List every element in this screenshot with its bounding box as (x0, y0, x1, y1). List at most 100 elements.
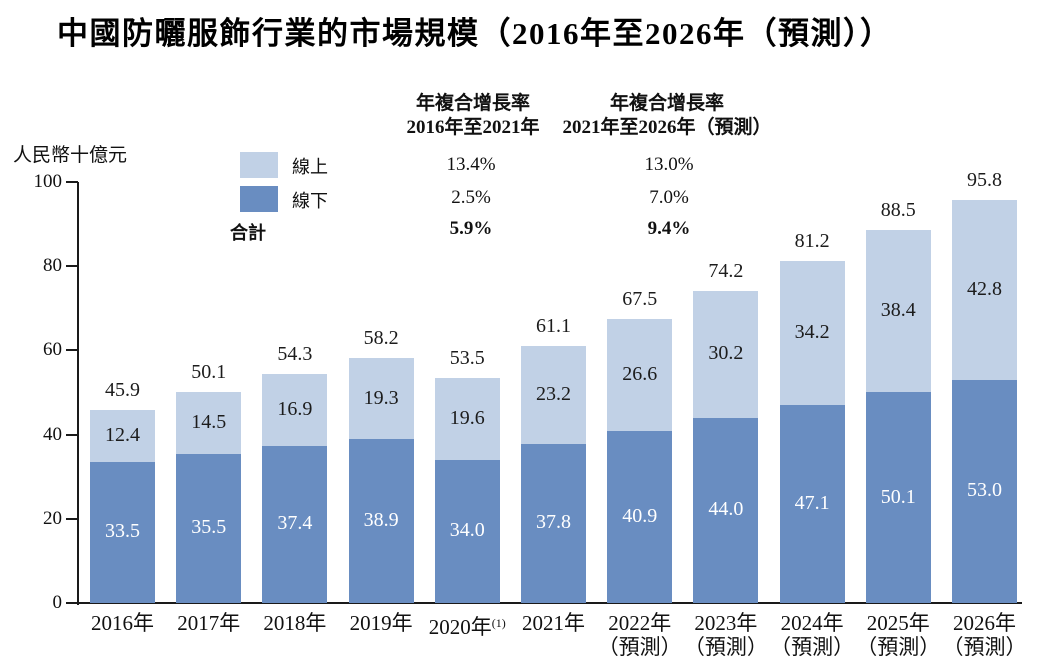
x-axis-label-2022-year: 2022年 (608, 611, 672, 635)
x-axis-label-2020: 2020年(1) (407, 611, 527, 639)
bar-2025-total-label: 88.5 (880, 199, 916, 222)
bar-2018-offline-label: 37.4 (277, 512, 313, 535)
bar-2021-offline-label: 37.8 (536, 511, 571, 534)
page-title: 中國防曬服飾行業的市場規模（2016年至2026年（預測）） (57, 16, 893, 51)
bar-2022-online-label: 26.6 (622, 362, 658, 385)
x-axis-label-2020-year: 2020年(1) (428, 615, 506, 639)
x-axis-label-2024-year: 2024年 (780, 611, 844, 635)
x-axis-label-2026: 2026年 （預測） (925, 611, 1043, 659)
bar-2026-offline-label: 53.0 (967, 479, 1002, 502)
y-axis-tick (66, 517, 78, 520)
x-axis-label-2024: 2024年 （預測） (752, 611, 872, 659)
cagr-header-2016-2021-line2: 2016年至2021年 (406, 117, 540, 138)
bar-2017-online-label: 14.5 (191, 410, 227, 433)
bar-2019-online-segment (348, 357, 414, 440)
cagr-online-2021-2026: 13.0% (644, 154, 694, 175)
bar-2024-online-label: 34.2 (794, 320, 830, 343)
bar-2016-offline-segment (90, 461, 155, 603)
bar-2019-offline-segment (348, 439, 414, 603)
legend-online-label: 線上 (292, 157, 328, 177)
x-axis-label-2025: 2025年 （預測） (838, 611, 958, 659)
x-axis-label-2026-forecast: （預測） (942, 635, 1027, 659)
cagr-offline-2016-2021: 2.5% (451, 187, 491, 208)
y-axis-line (77, 182, 79, 605)
x-axis-label-2021-year: 2021年 (522, 611, 585, 635)
bar-2016-offline-label: 33.5 (105, 520, 140, 543)
bar-2020-online-segment (434, 377, 500, 460)
bar-2022-total-label: 67.5 (622, 287, 658, 310)
bar-2025-offline-segment (865, 392, 931, 603)
bar-2022-offline-label: 40.9 (622, 504, 658, 527)
x-axis-label-2016: 2016年 (63, 611, 183, 635)
bar-2017-offline-label: 35.5 (191, 516, 227, 539)
bar-2026-online-label: 42.8 (967, 277, 1002, 300)
bar-2018-online-segment (262, 374, 328, 446)
y-axis-tick-label: 60 (43, 339, 62, 361)
x-axis-label-2016-year: 2016年 (91, 611, 154, 635)
bar-2016-online-label: 12.4 (105, 423, 140, 446)
y-axis-tick-label: 20 (43, 507, 62, 529)
cagr-header-2021-2026-line1: 年複合增長率 (609, 93, 725, 114)
bar-2024-offline-label: 47.1 (794, 491, 830, 514)
bar-2017-total-label: 50.1 (191, 361, 227, 384)
bar-2024-online-segment (779, 261, 845, 405)
x-axis-label-2017-year: 2017年 (177, 611, 241, 635)
bar-2016-online-segment (90, 409, 155, 462)
legend-online-swatch (240, 152, 278, 178)
bar-2025-offline-label: 50.1 (880, 485, 916, 508)
cagr-total-2016-2021: 5.9% (449, 218, 493, 239)
legend-total-label: 合計 (230, 223, 266, 243)
x-axis-label-2018: 2018年 (235, 611, 355, 635)
bar-2020-offline-segment (434, 459, 500, 603)
bar-2019-offline-label: 38.9 (363, 509, 399, 532)
cagr-offline-2021-2026: 7.0% (649, 187, 689, 208)
bar-2020-online-label: 19.6 (449, 406, 485, 429)
cagr-header-2021-2026-line2: 2021年至2026年（預測） (562, 117, 772, 138)
y-axis-tick (66, 265, 78, 268)
bar-2026-offline-segment (952, 379, 1017, 603)
x-axis-label-2017: 2017年 (149, 611, 269, 635)
x-axis-label-2019-year: 2019年 (349, 611, 413, 635)
cagr-online-2016-2021: 13.4% (446, 154, 496, 175)
y-axis-tick-label: 40 (43, 423, 62, 445)
x-axis-label-2023: 2023年 （預測） (666, 611, 786, 659)
bar-2021-online-label: 23.2 (536, 382, 571, 405)
bar-2025-online-segment (865, 230, 931, 393)
legend-offline-swatch (240, 186, 278, 212)
bar-2023-offline-label: 44.0 (708, 498, 744, 521)
y-axis-tick-label: 80 (43, 255, 62, 277)
bar-2023-total-label: 74.2 (708, 259, 744, 282)
y-axis-tick-label: 0 (52, 592, 63, 613)
cagr-header-2021-2026: 年複合增長率 2021年至2026年（預測） (562, 92, 771, 140)
bar-2017-offline-segment (176, 453, 242, 603)
bar-2021-offline-segment (521, 443, 586, 603)
y-axis-tick (66, 349, 78, 352)
bar-2018-offline-segment (262, 445, 328, 603)
x-axis-label-2023-forecast: （預測） (683, 635, 768, 659)
bar-2022-offline-segment (607, 430, 673, 603)
y-axis-tick (66, 181, 78, 183)
y-axis-unit-label: 人民幣十億元 (13, 145, 128, 166)
x-axis-label-2021: 2021年 (494, 611, 614, 635)
x-axis-label-2025-year: 2025年 (866, 611, 930, 635)
x-axis-label-2024-forecast: （預測） (770, 635, 855, 659)
bar-2022-online-segment (607, 318, 673, 431)
bar-2026-online-segment (952, 199, 1017, 380)
x-axis-label-2025-forecast: （預測） (856, 635, 941, 659)
legend-offline-label: 線下 (292, 191, 328, 211)
bar-2025-online-label: 38.4 (880, 299, 916, 322)
bar-2020-total-label: 53.5 (449, 346, 485, 369)
bar-2024-offline-segment (779, 404, 845, 603)
bar-2023-online-label: 30.2 (708, 342, 744, 365)
bar-2016-total-label: 45.9 (105, 378, 140, 401)
x-axis-label-2023-year: 2023年 (694, 611, 758, 635)
x-axis-label-2026-year: 2026年 (953, 611, 1016, 635)
bar-2021-online-segment (521, 345, 586, 444)
bar-2024-total-label: 81.2 (794, 230, 830, 253)
bar-2020-offline-label: 34.0 (449, 519, 485, 542)
bar-2018-total-label: 54.3 (277, 343, 313, 366)
x-axis-label-2022-forecast: （預測） (597, 635, 682, 659)
bar-2023-offline-segment (693, 417, 759, 603)
cagr-total-2021-2026: 9.4% (647, 218, 691, 239)
